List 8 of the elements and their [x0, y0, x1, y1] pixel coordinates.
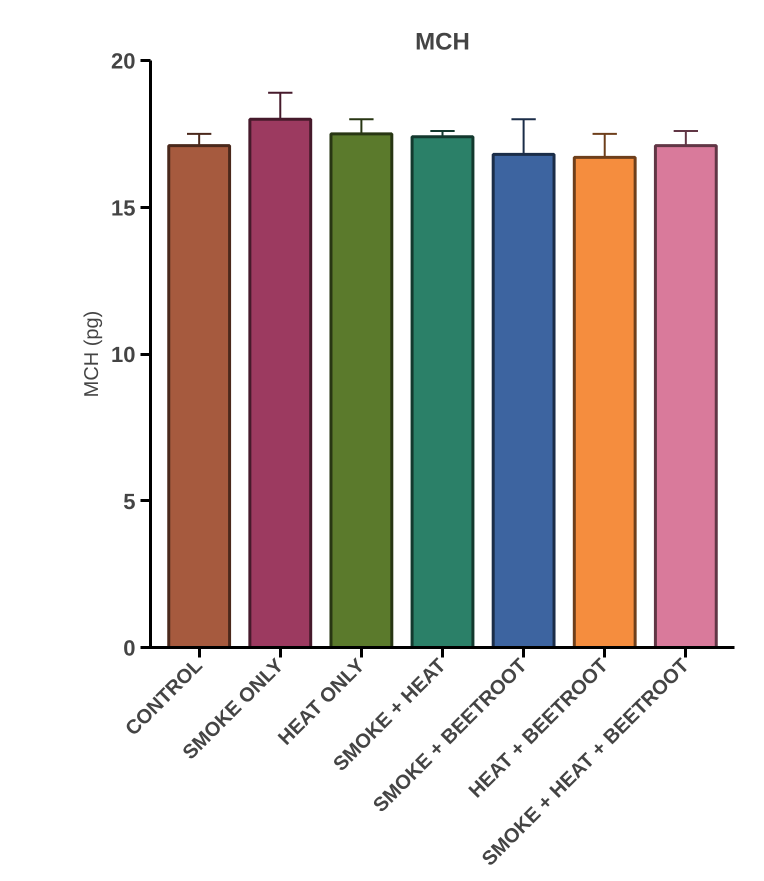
y-tick-label: 15	[111, 195, 136, 220]
y-tick-label: 0	[123, 636, 136, 660]
y-tick-label: 5	[123, 488, 136, 514]
y-tick-label: 10	[111, 342, 136, 367]
bar	[410, 135, 474, 648]
y-tick-label: 20	[111, 48, 136, 74]
y-axis-title: MCH (pg)	[81, 310, 104, 398]
chart-title: MCH	[415, 28, 470, 56]
